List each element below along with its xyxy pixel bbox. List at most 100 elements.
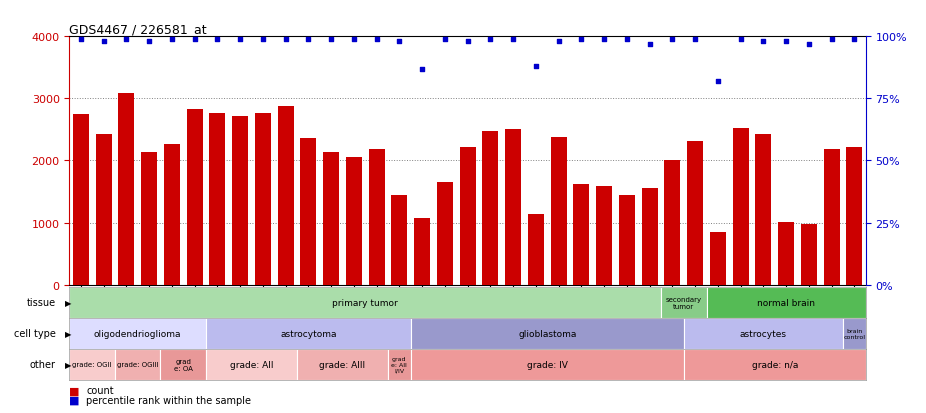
Text: grade: IV: grade: IV	[527, 360, 568, 369]
Bar	[388, 349, 411, 380]
Point	[210, 36, 225, 43]
Bar	[206, 318, 411, 349]
Point	[392, 39, 407, 45]
Bar	[69, 349, 115, 380]
Point	[301, 36, 316, 43]
Text: grade: All: grade: All	[230, 360, 273, 369]
Bar	[459, 147, 476, 285]
Bar	[392, 195, 407, 285]
Text: secondary
tumor: secondary tumor	[666, 296, 702, 309]
Bar	[69, 287, 661, 318]
Point	[643, 41, 657, 48]
Bar	[232, 116, 248, 285]
Point	[847, 36, 862, 43]
Bar	[683, 349, 866, 380]
Point	[596, 36, 611, 43]
Point	[733, 36, 748, 43]
Point	[756, 39, 770, 45]
Bar	[756, 134, 771, 285]
Point	[232, 36, 247, 43]
Text: percentile rank within the sample: percentile rank within the sample	[86, 395, 251, 405]
Point	[574, 36, 589, 43]
Point	[73, 36, 88, 43]
Bar	[665, 160, 681, 285]
Text: grade: n/a: grade: n/a	[752, 360, 798, 369]
Bar	[255, 114, 270, 285]
Text: grade: OGIII: grade: OGIII	[117, 361, 158, 368]
Bar	[141, 153, 157, 285]
Bar	[73, 114, 89, 285]
Text: astrocytes: astrocytes	[740, 329, 787, 338]
Point	[369, 36, 384, 43]
Bar	[683, 318, 843, 349]
Bar	[506, 129, 521, 285]
Point	[619, 36, 634, 43]
Bar	[160, 349, 206, 380]
Bar	[346, 157, 362, 285]
Bar	[119, 94, 134, 285]
Bar	[323, 152, 339, 285]
Bar	[707, 287, 866, 318]
Bar	[164, 145, 180, 285]
Point	[483, 36, 498, 43]
Point	[824, 36, 839, 43]
Point	[165, 36, 180, 43]
Bar	[95, 134, 111, 285]
Bar	[437, 182, 453, 285]
Point	[96, 39, 111, 45]
Bar	[551, 138, 567, 285]
Text: count: count	[86, 385, 114, 395]
Bar	[687, 141, 703, 285]
Point	[688, 36, 703, 43]
Point	[187, 36, 202, 43]
Bar	[369, 149, 384, 285]
Text: normal brain: normal brain	[757, 298, 815, 307]
Bar	[209, 114, 225, 285]
Text: cell type: cell type	[14, 328, 56, 339]
Text: grad
e: OA: grad e: OA	[174, 358, 193, 371]
Bar	[596, 186, 612, 285]
Point	[256, 36, 270, 43]
Bar	[300, 139, 317, 285]
Point	[460, 39, 475, 45]
Bar	[411, 349, 683, 380]
Bar	[206, 349, 297, 380]
Text: grade: OGII: grade: OGII	[72, 361, 112, 368]
Text: tissue: tissue	[27, 297, 56, 308]
Bar	[846, 148, 862, 285]
Text: GDS4467 / 226581_at: GDS4467 / 226581_at	[69, 23, 207, 36]
Point	[779, 39, 794, 45]
Bar	[619, 195, 635, 285]
Bar	[843, 318, 866, 349]
Bar	[69, 318, 206, 349]
Point	[802, 41, 817, 48]
Bar	[115, 349, 160, 380]
Point	[665, 36, 680, 43]
Text: ■: ■	[69, 395, 80, 405]
Bar	[778, 222, 795, 285]
Point	[324, 36, 339, 43]
Point	[551, 39, 566, 45]
Point	[437, 36, 452, 43]
Bar	[661, 287, 707, 318]
Text: brain
control: brain control	[844, 328, 866, 339]
Bar	[824, 149, 840, 285]
Point	[119, 36, 133, 43]
Point	[710, 78, 725, 85]
Point	[506, 36, 520, 43]
Text: ▶: ▶	[65, 360, 71, 369]
Point	[142, 39, 156, 45]
Text: ▶: ▶	[65, 298, 71, 307]
Text: ■: ■	[69, 385, 80, 395]
Point	[278, 36, 293, 43]
Bar	[187, 109, 203, 285]
Text: oligodendrioglioma: oligodendrioglioma	[94, 329, 181, 338]
Bar	[482, 131, 498, 285]
Bar	[573, 185, 589, 285]
Bar	[732, 129, 748, 285]
Bar	[801, 224, 817, 285]
Point	[346, 36, 361, 43]
Text: ▶: ▶	[65, 329, 71, 338]
Text: glioblastoma: glioblastoma	[518, 329, 577, 338]
Text: grad
e: All
I/IV: grad e: All I/IV	[392, 356, 407, 373]
